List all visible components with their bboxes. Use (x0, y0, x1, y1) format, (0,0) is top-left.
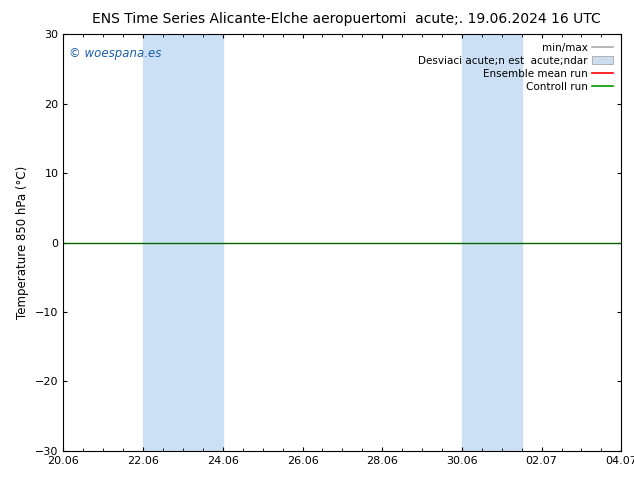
Text: mi  acute;. 19.06.2024 16 UTC: mi acute;. 19.06.2024 16 UTC (389, 12, 600, 26)
Legend: min/max, Desviaci acute;n est  acute;ndar, Ensemble mean run, Controll run: min/max, Desviaci acute;n est acute;ndar… (415, 40, 616, 95)
Y-axis label: Temperature 850 hPa (°C): Temperature 850 hPa (°C) (16, 166, 30, 319)
Text: © woespana.es: © woespana.es (69, 47, 162, 60)
Bar (143, 34, 223, 451)
Text: ENS Time Series Alicante-Elche aeropuerto: ENS Time Series Alicante-Elche aeropuert… (92, 12, 390, 26)
Bar (462, 34, 522, 451)
